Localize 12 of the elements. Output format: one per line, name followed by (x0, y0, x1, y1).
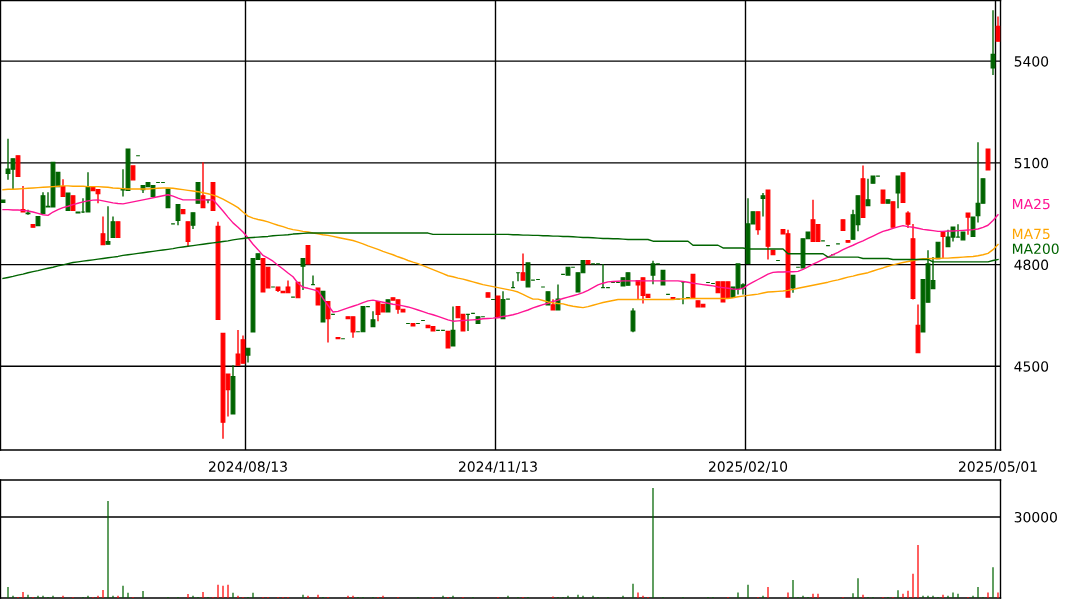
y-tick-label: 30000 (1014, 511, 1057, 523)
x-tick-label: 2024/08/13 (208, 461, 287, 473)
x-tick-label: 2025/02/10 (708, 461, 788, 473)
series-label: MA25 (1012, 198, 1050, 210)
x-tick-label: 2024/11/13 (458, 461, 537, 473)
y-tick-label: 4500 (1014, 361, 1049, 372)
y-tick-label: 5100 (1014, 157, 1049, 169)
y-tick-label: 4800 (1014, 259, 1049, 271)
y-tick-label: 5400 (1014, 56, 1049, 67)
x-tick-label: 2025/05/01 (958, 461, 1037, 473)
series-label: MA200 (1012, 243, 1059, 255)
series-label: MA75 (1012, 228, 1050, 240)
